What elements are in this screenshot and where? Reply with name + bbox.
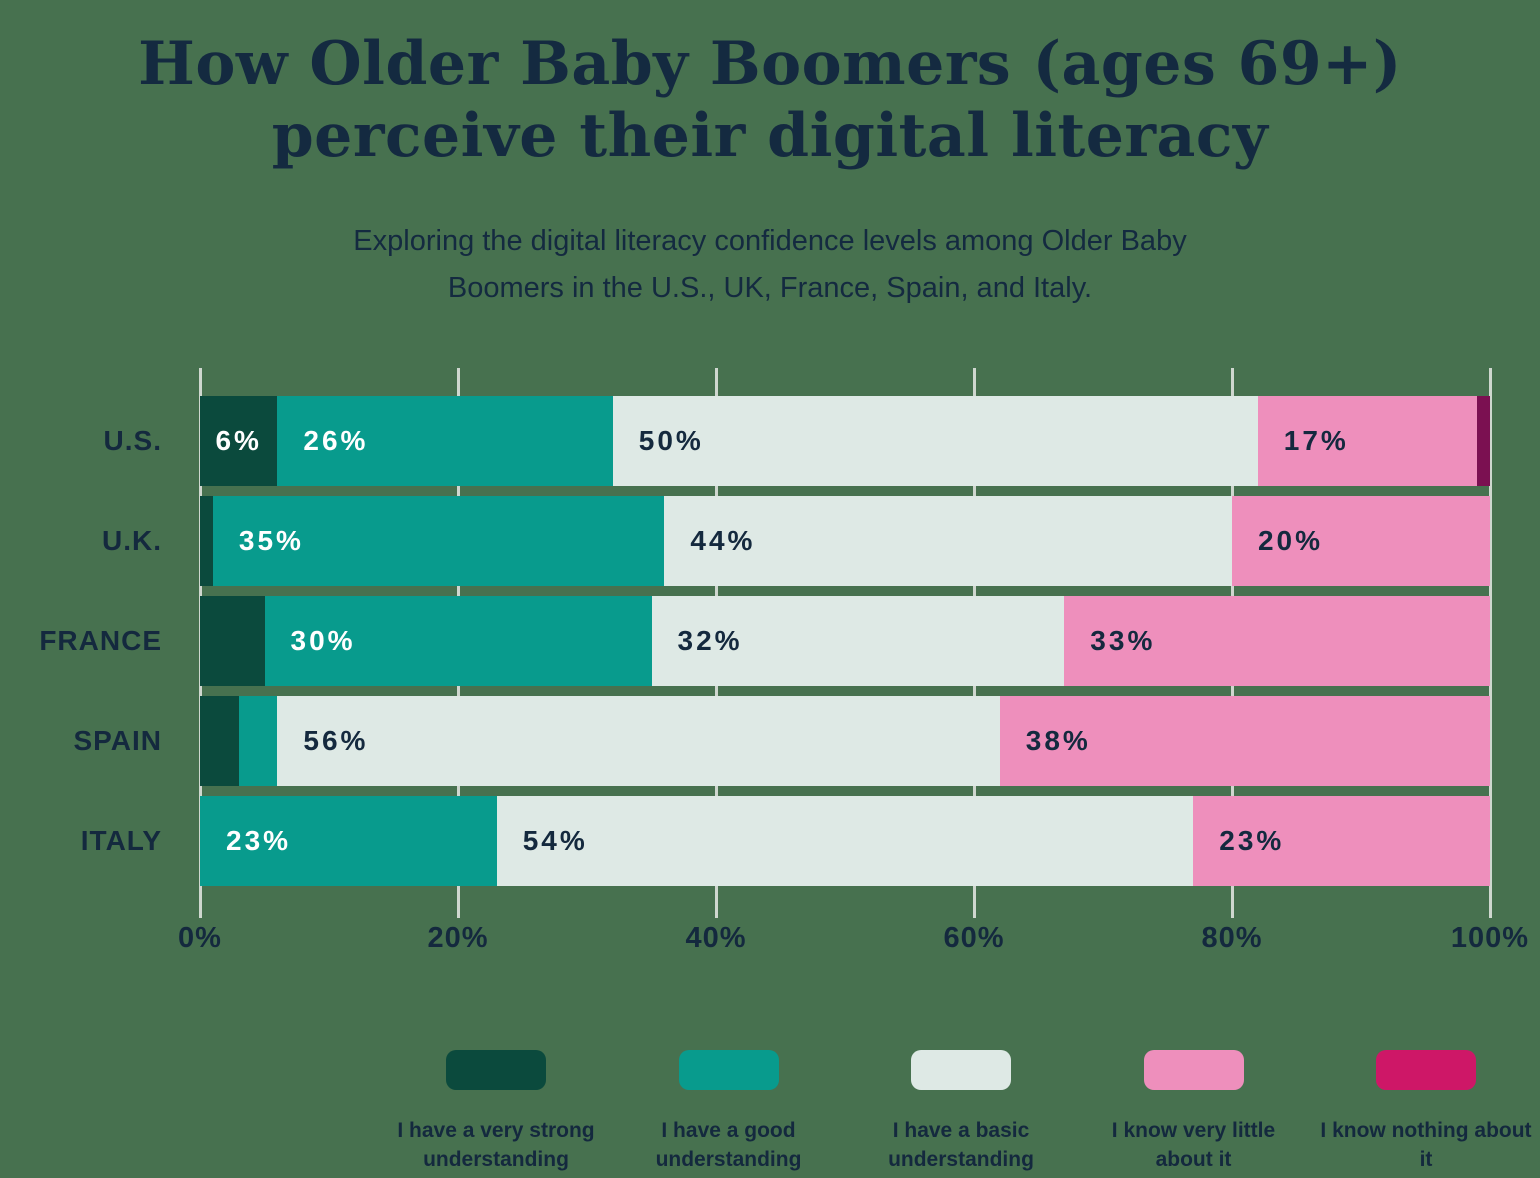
legend-item: I know very little about it [1082, 1050, 1306, 1174]
bar-segment: 50% [612, 396, 1258, 486]
legend-label: I have a basic understanding [888, 1119, 1034, 1171]
x-tick-label: 40% [685, 922, 747, 954]
bar-value-label: 30% [290, 625, 356, 656]
legend-swatch [1143, 1050, 1244, 1090]
bar-segment [238, 696, 278, 786]
category-label: ITALY [80, 825, 162, 856]
legend-swatch [446, 1050, 546, 1090]
legend-item: I know nothing about it [1314, 1050, 1538, 1174]
bar-value-label: 54% [522, 825, 588, 856]
bar-value-label: 20% [1257, 525, 1324, 556]
bar-value-label: 23% [1219, 825, 1285, 856]
bar-segment: 54% [496, 796, 1194, 886]
bar-value-label: 56% [303, 725, 369, 756]
legend-label: I know very little about it [1111, 1119, 1276, 1171]
legend: I have a very strong understanding I have… [384, 1050, 1538, 1174]
x-tick-label: 60% [943, 922, 1005, 954]
bar-segment: 33% [1064, 596, 1490, 686]
bar-value-label: 32% [677, 625, 743, 656]
bar-segment [200, 496, 213, 586]
legend-swatch [678, 1050, 779, 1090]
bar-value-label: 50% [638, 425, 704, 456]
bar-segment: 38% [999, 696, 1490, 786]
bar-row: 56% 38% [200, 696, 1490, 786]
category-label: FRANCE [39, 625, 162, 656]
bar-segment: 56% [277, 696, 1000, 786]
bar-segment: 30% [264, 596, 652, 686]
bar-value-label: 35% [238, 525, 304, 556]
bar-value-label: 38% [1025, 725, 1091, 756]
category-label: SPAIN [73, 725, 162, 756]
bar-segment: 17% [1257, 396, 1478, 486]
bar-value-label: 44% [690, 525, 756, 556]
bar-segment: 20% [1231, 496, 1490, 586]
legend-swatch [911, 1050, 1011, 1090]
legend-swatch [1376, 1050, 1476, 1090]
legend-item: I have a good understanding [617, 1050, 841, 1174]
legend-label: I know nothing about it [1320, 1119, 1532, 1171]
bar-row: 30% 32% 33% [200, 596, 1490, 686]
bar-segment: 23% [1193, 796, 1490, 886]
bar-segment [200, 596, 265, 686]
x-tick-label: 80% [1201, 922, 1263, 954]
x-tick-label: 0% [178, 922, 222, 954]
bar-value-label: 26% [303, 425, 369, 456]
legend-label: I have a very strong understanding [397, 1119, 595, 1171]
legend-item: I have a very strong understanding [384, 1050, 608, 1174]
plot-area: 6% 26% 50% 17% 35% 44% 20% 30% 32% 33% 56% 38% 23% 54… [198, 368, 1492, 918]
bar-value-label: 33% [1090, 625, 1156, 656]
bar-value-label: 6% [215, 425, 262, 456]
x-tick-label: 20% [427, 922, 489, 954]
bar-value-label: 17% [1283, 425, 1349, 456]
category-label: U.K. [102, 525, 162, 556]
bar-segment: 26% [277, 396, 613, 486]
bar-segment: 23% [200, 796, 497, 886]
chart-subtitle: Exploring the digital literacy confidenc… [353, 225, 1187, 304]
legend-item: I have a basic understanding [849, 1050, 1073, 1174]
bar-row: 23% 54% 23% [200, 796, 1490, 886]
bar-segment: 32% [651, 596, 1065, 686]
chart-title: How Older Baby Boomers (ages 69+) percei… [138, 29, 1402, 171]
legend-label: I have a good understanding [655, 1119, 802, 1171]
bar-segment [200, 696, 239, 786]
bar-segment: 44% [664, 496, 1232, 586]
bar-row: 35% 44% 20% [200, 496, 1490, 586]
bar-value-label: 23% [226, 825, 292, 856]
x-tick-label: 100% [1450, 922, 1530, 954]
gridline [1488, 368, 1492, 918]
bar-segment [1477, 396, 1490, 486]
bar-row: 6% 26% 50% 17% [200, 396, 1490, 486]
bar-segment: 6% [200, 396, 278, 486]
category-label: U.S. [103, 425, 162, 456]
bar-segment: 35% [212, 496, 665, 586]
